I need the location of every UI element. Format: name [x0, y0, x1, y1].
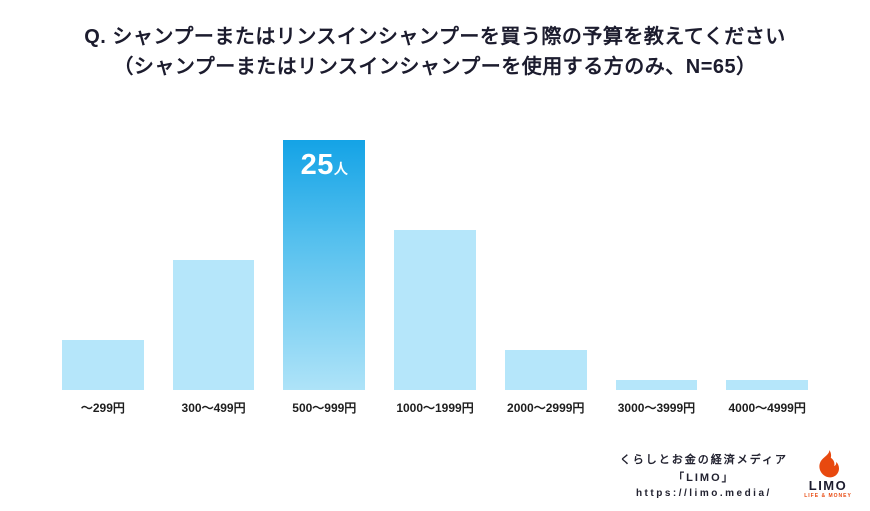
footer: くらしとお金の経済メディア 「LIMO」 https://limo.media/… — [620, 450, 854, 499]
bar-column: 25人 500～999円 — [283, 138, 366, 415]
bar — [504, 350, 587, 390]
bar-column: 4000～4999円 — [726, 138, 809, 415]
bar-column: ～299円 — [62, 138, 144, 415]
bar — [726, 380, 809, 390]
bar-column: 2000～2999円 — [504, 138, 587, 415]
bar-value-unit: 人 — [333, 161, 348, 177]
bar-chart: ～299円 300～499円 25人 500～999円 1000～1999円 2000～2… — [62, 138, 809, 415]
category-label: 4000～4999円 — [728, 401, 806, 415]
bar — [615, 380, 698, 390]
bar — [394, 230, 476, 390]
logo-tagline: LIFE & MONEY — [804, 493, 852, 499]
bar — [62, 340, 144, 390]
flame-icon — [815, 450, 841, 478]
chart-title-line2: （シャンプーまたはリンスインシャンプーを使用する方のみ、N=65） — [113, 56, 757, 78]
bar-value-label: 25人 — [283, 140, 365, 182]
footer-url: https://limo.media/ — [635, 487, 772, 499]
bar-highlighted: 25人 — [283, 140, 366, 390]
bar-column: 1000～1999円 — [394, 138, 476, 415]
chart-title-line1: Q. シャンプーまたはリンスインシャンプーを買う際の予算を教えてください — [84, 26, 786, 48]
category-label: 300～499円 — [181, 401, 246, 415]
chart-title: Q. シャンプーまたはリンスインシャンプーを買う際の予算を教えてください （シャ… — [28, 22, 842, 82]
bar-column: 300～499円 — [172, 138, 255, 415]
category-label: ～299円 — [80, 401, 125, 415]
bar-value-number: 25 — [300, 149, 334, 181]
logo-wordmark: LIMO — [808, 478, 848, 493]
category-label: 500～999円 — [292, 401, 357, 415]
limo-logo: LIMO LIFE & MONEY — [802, 450, 854, 499]
category-label: 2000～2999円 — [507, 401, 585, 415]
footer-tagline: くらしとお金の経済メディア — [619, 453, 788, 466]
footer-brand: 「LIMO」 — [673, 471, 735, 484]
slide: Q. シャンプーまたはリンスインシャンプーを買う際の予算を教えてください （シャ… — [0, 22, 870, 511]
category-label: 3000～3999円 — [617, 401, 696, 415]
category-label: 1000～1999円 — [396, 401, 474, 415]
bar — [172, 260, 255, 390]
bar-column: 3000～3999円 — [615, 138, 698, 415]
footer-credit: くらしとお金の経済メディア 「LIMO」 https://limo.media/ — [620, 451, 788, 499]
